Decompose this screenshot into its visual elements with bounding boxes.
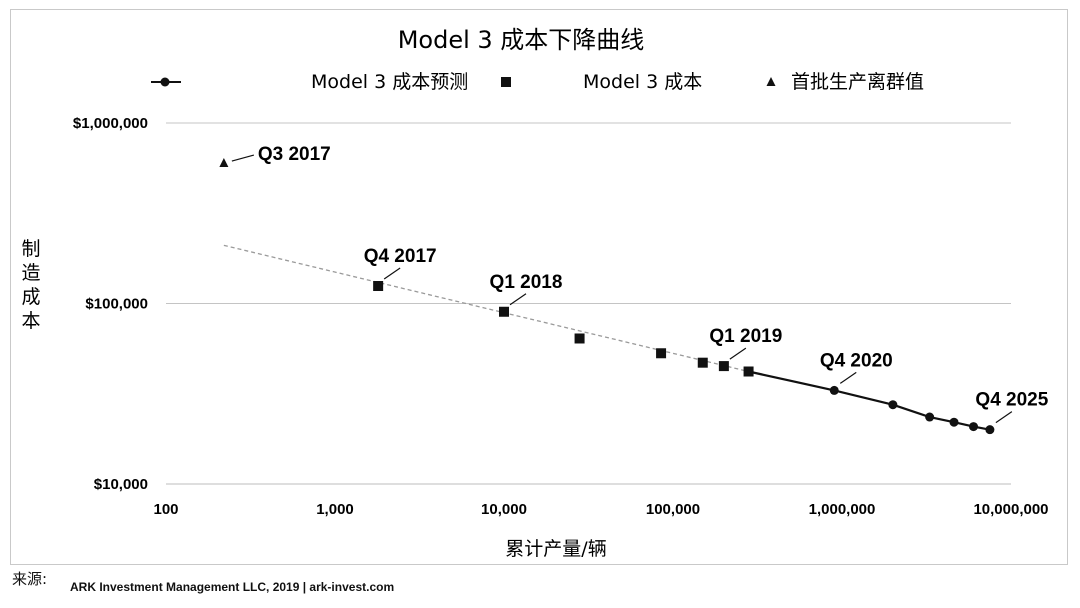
x-tick-label-5: 10,000,000 — [973, 501, 1048, 518]
chart-title: Model 3 成本下降曲线 — [398, 26, 645, 54]
legend-marker-2 — [766, 77, 776, 86]
y-axis-label-char: 造 — [21, 262, 40, 284]
annotation-label-0: Q3 2017 — [258, 144, 331, 165]
legend-label-2: 首批生产离群值 — [791, 71, 924, 93]
trend-line — [223, 244, 749, 373]
annotation-label-1: Q4 2017 — [364, 246, 437, 267]
annotation-label-3: Q1 2019 — [709, 326, 782, 347]
trend-line-group — [223, 244, 749, 373]
point-square-0 — [373, 281, 384, 292]
annotation-label-2: Q1 2018 — [490, 272, 563, 293]
annotation-label-4: Q4 2020 — [820, 350, 893, 371]
legend-label-0: Model 3 成本预测 — [311, 71, 468, 93]
y-axis-ticks: $1,000,000 $100,000 $10,000 — [73, 115, 148, 493]
x-axis-ticks: 100 1,000 10,000 100,000 1,000,000 10,000,000 — [153, 501, 1048, 518]
y-axis-label-char: 制 — [21, 238, 40, 260]
point-circle-1 — [829, 385, 839, 395]
x-tick-label-2: 10,000 — [481, 501, 527, 518]
point-circle-4 — [949, 417, 959, 427]
chart-svg: Model 3 成本下降曲线 Model 3 成本预测 Model 3 成本 首批生… — [21, 26, 1049, 560]
y-axis-label-text: 制造成本 — [21, 238, 40, 332]
annotation-arrow-3 — [729, 347, 747, 360]
point-square-3 — [656, 348, 667, 359]
legend-label-1: Model 3 成本 — [583, 71, 702, 93]
point-circle-5 — [969, 422, 979, 432]
point-triangle-0 — [219, 158, 229, 168]
annotation-arrow-0 — [231, 154, 255, 162]
point-square-2 — [574, 333, 585, 344]
legend-marker-0 — [160, 77, 170, 87]
y-tick-label-0: $1,000,000 — [73, 115, 148, 132]
x-tick-label-0: 100 — [153, 501, 178, 518]
legend: Model 3 成本预测 Model 3 成本 首批生产离群值 — [151, 71, 924, 93]
y-tick-label-2: $10,000 — [94, 476, 148, 493]
y-axis-label-char: 成 — [21, 286, 40, 308]
point-circle-2 — [888, 400, 898, 410]
y-axis-label-char: 本 — [21, 310, 40, 332]
data-marks — [219, 158, 995, 435]
point-square-5 — [718, 361, 729, 372]
point-circle-6 — [985, 425, 995, 435]
point-square-4 — [697, 357, 708, 368]
point-square-6 — [743, 366, 754, 377]
annotation-arrow-4 — [839, 371, 857, 384]
annotations: Q3 2017 Q4 2017 Q1 2018 Q1 2019 Q4 2020 Q4 20… — [231, 144, 1049, 424]
source-label: 来源: — [12, 570, 48, 588]
annotation-arrow-5 — [995, 411, 1013, 424]
x-tick-label-4: 1,000,000 — [809, 501, 876, 518]
annotation-arrow-1 — [383, 267, 401, 280]
x-tick-label-3: 100,000 — [646, 501, 700, 518]
chart-frame: Model 3 成本下降曲线 Model 3 成本预测 Model 3 成本 首批生… — [10, 9, 1068, 565]
annotation-label-5: Q4 2025 — [975, 390, 1048, 411]
legend-marker-1 — [501, 77, 511, 87]
source-text: ARK Investment Management LLC, 2019 | ar… — [70, 580, 395, 594]
point-square-1 — [499, 306, 509, 317]
x-tick-label-1: 1,000 — [316, 501, 354, 518]
annotation-arrow-2 — [509, 293, 527, 306]
point-circle-3 — [925, 412, 935, 422]
x-axis-label: 累计产量/辆 — [505, 538, 606, 560]
y-axis-label: 制造成本 — [21, 238, 40, 332]
y-tick-label-1: $100,000 — [85, 296, 148, 313]
grid — [166, 122, 1011, 485]
